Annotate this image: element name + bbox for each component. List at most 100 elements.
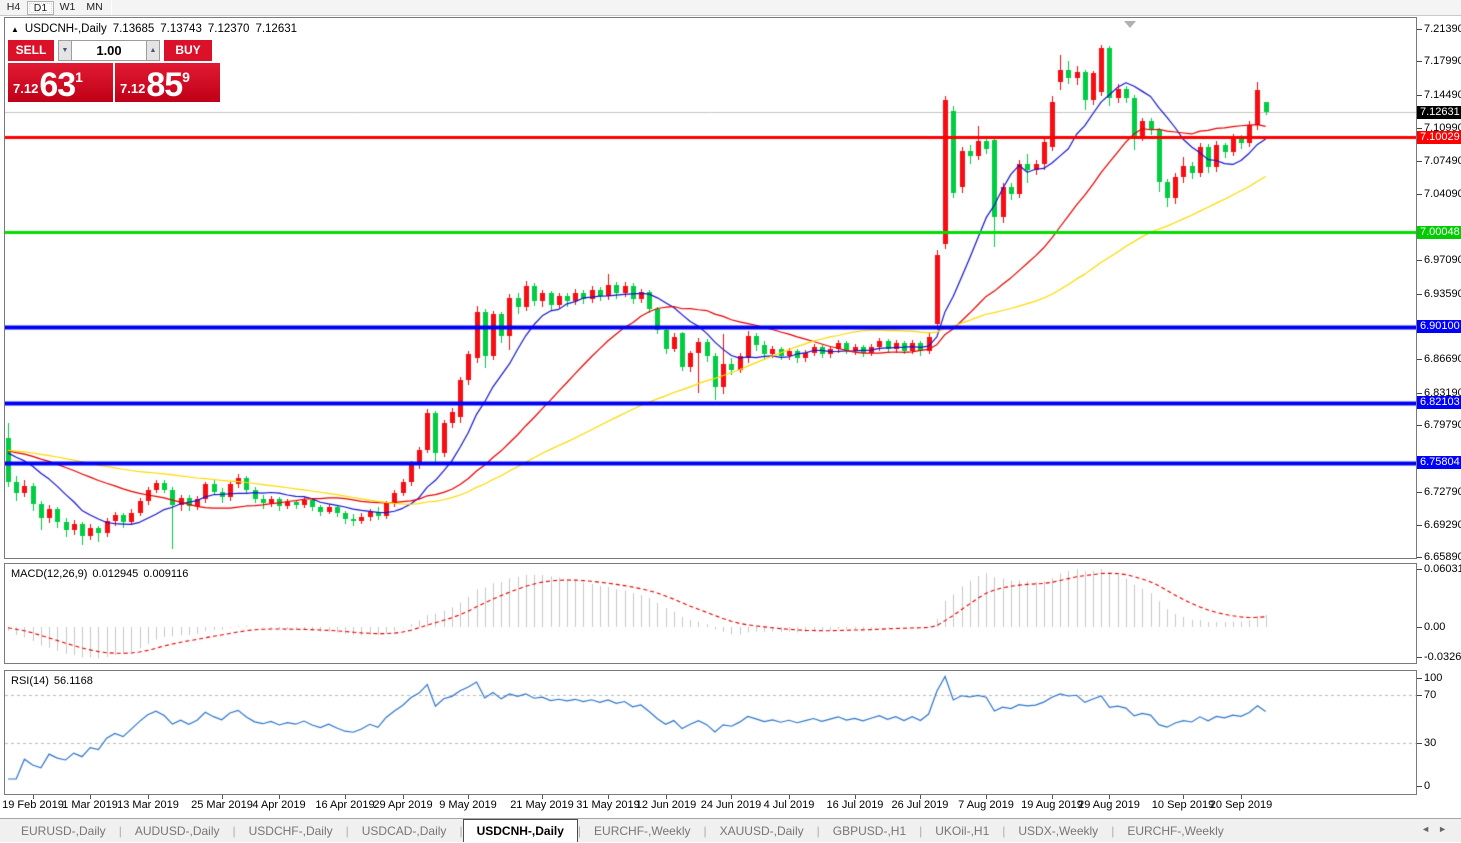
buy-price-sup: 9 xyxy=(182,69,190,85)
tabs-scroll-right-icon[interactable]: ► xyxy=(1438,824,1447,834)
price-badge: 7.10029 xyxy=(1417,131,1461,144)
rsi-canvas[interactable] xyxy=(5,671,1416,794)
price-tick-mark xyxy=(1417,29,1422,30)
price-tick-mark xyxy=(1417,393,1422,394)
tab-separator: | xyxy=(703,824,707,838)
tab-separator: | xyxy=(816,824,820,838)
date-tick-mark xyxy=(1109,795,1110,799)
price-tick-mark xyxy=(1417,61,1422,62)
chart-tab-eurchf-weekly[interactable]: EURCHF-,Weekly xyxy=(594,824,691,838)
price-chart-canvas[interactable] xyxy=(5,18,1416,558)
chart-tab-gbpusd-h1[interactable]: GBPUSD-,H1 xyxy=(832,824,907,838)
rsi-panel: RSI(14) 56.1168 xyxy=(4,670,1417,795)
date-tick-mark xyxy=(468,795,469,799)
price-tick-mark xyxy=(1417,359,1422,360)
timeframe-button-mn[interactable]: MN xyxy=(86,0,103,13)
chart-tab-ukoil-h1[interactable]: UKOil-,H1 xyxy=(935,824,990,838)
tabs-scroll-left-icon[interactable]: ◄ xyxy=(1421,824,1430,834)
tab-separator: | xyxy=(232,824,236,838)
macd-label: MACD(12,26,9) 0.012945 0.009116 xyxy=(11,568,193,580)
price-tick-label: 6.86690 xyxy=(1424,353,1461,365)
macd-name: MACD(12,26,9) xyxy=(11,568,88,580)
price-tick-label: 6.97090 xyxy=(1424,254,1461,266)
date-tick-mark xyxy=(33,795,34,799)
date-tick-mark xyxy=(222,795,223,799)
rsi-tick-mark xyxy=(1417,743,1422,744)
price-badge: 6.90100 xyxy=(1417,320,1461,333)
price-badge: 6.75804 xyxy=(1417,456,1461,469)
chart-tab-xauusd-daily[interactable]: XAUUSD-,Daily xyxy=(719,824,804,838)
buy-price-display[interactable]: 7.12 85 9 xyxy=(115,63,220,102)
date-tick-mark xyxy=(1241,795,1242,799)
chart-tab-usdchf-daily[interactable]: USDCHF-,Daily xyxy=(248,824,333,838)
macd-canvas[interactable] xyxy=(5,564,1416,663)
price-tick-mark xyxy=(1417,95,1422,96)
tab-separator: | xyxy=(459,824,463,838)
chart-shift-marker-icon xyxy=(1124,21,1136,28)
buy-button[interactable]: BUY xyxy=(164,40,212,61)
macd-tick-mark xyxy=(1417,627,1422,628)
price-tick-label: 6.72790 xyxy=(1424,486,1461,498)
tab-separator: | xyxy=(118,824,122,838)
date-tick-mark xyxy=(1052,795,1053,799)
timeframe-button-h4[interactable]: H4 xyxy=(6,0,21,13)
quote-high: 7.13743 xyxy=(160,23,202,35)
sell-price-sup: 1 xyxy=(75,69,83,85)
date-label: 26 Jul 2019 xyxy=(891,799,949,811)
timeframe-button-d1[interactable]: D1 xyxy=(27,0,54,15)
price-axis[interactable]: 7.21390 7.17990 7.14490 7.10990 7.07490 7.040… xyxy=(1417,17,1461,563)
date-tick-mark xyxy=(920,795,921,799)
main-chart-panel: ▲ USDCNH-,Daily 7.13685 7.13743 7.12370 … xyxy=(4,17,1417,559)
price-tick-label: 7.21390 xyxy=(1424,23,1461,35)
quote-open: 7.13685 xyxy=(112,23,155,35)
price-tick-label: 7.17990 xyxy=(1424,55,1461,67)
price-tick-mark xyxy=(1417,194,1422,195)
price-tick-mark xyxy=(1417,557,1422,558)
tab-separator: | xyxy=(577,824,582,838)
chart-tab-usdcad-daily[interactable]: USDCAD-,Daily xyxy=(361,824,447,838)
date-tick-mark xyxy=(279,795,280,799)
chart-tab-usdx-weekly[interactable]: USDX-,Weekly xyxy=(1018,824,1099,838)
price-tick-label: 6.79790 xyxy=(1424,419,1461,431)
chart-tab-usdcnh-daily[interactable]: USDCNH-,Daily xyxy=(462,819,578,842)
price-tick-mark xyxy=(1417,128,1422,129)
symbol-title: USDCNH-,Daily xyxy=(24,23,107,35)
rsi-label: RSI(14) 56.1168 xyxy=(11,675,98,687)
volume-up-icon[interactable]: ▲ xyxy=(146,40,160,61)
rsi-axis[interactable]: 100 70 30 0 xyxy=(1417,670,1461,795)
date-label: 7 Aug 2019 xyxy=(958,799,1014,811)
chart-quote-line: ▲ USDCNH-,Daily 7.13685 7.13743 7.12370 … xyxy=(11,23,297,35)
date-tick-mark xyxy=(789,795,790,799)
price-tick-mark xyxy=(1417,525,1422,526)
sell-price-display[interactable]: 7.12 63 1 xyxy=(8,63,113,102)
quote-low: 7.12370 xyxy=(207,23,250,35)
date-label: 19 Feb 2019 xyxy=(2,799,64,811)
volume-input[interactable]: 1.00 xyxy=(72,40,146,61)
buy-price-big: 85 xyxy=(146,66,183,104)
chart-tab-eurusd-daily[interactable]: EURUSD-,Daily xyxy=(21,824,106,838)
timeframe-button-w1[interactable]: W1 xyxy=(59,0,76,13)
date-tick-mark xyxy=(345,795,346,799)
date-tick-mark xyxy=(986,795,987,799)
volume-down-icon[interactable]: ▼ xyxy=(58,40,72,61)
tab-separator: | xyxy=(1111,824,1115,838)
price-tick-label: 7.07490 xyxy=(1424,155,1461,167)
chart-tab-eurchf-weekly[interactable]: EURCHF-,Weekly xyxy=(1127,824,1224,838)
collapse-arrow-icon: ▲ xyxy=(11,24,19,34)
macd-tick-label: 0.060317 xyxy=(1424,563,1461,575)
rsi-tick-label: 0 xyxy=(1424,780,1431,792)
macd-tick-label: -0.032648 xyxy=(1424,651,1461,663)
sell-price-prefix: 7.12 xyxy=(13,81,39,96)
chart-tab-audusd-daily[interactable]: AUDUSD-,Daily xyxy=(134,824,220,838)
macd-axis[interactable]: 0.060317 0.00 -0.032648 xyxy=(1417,563,1461,664)
price-badge: 6.82103 xyxy=(1417,396,1461,409)
rsi-value: 56.1168 xyxy=(53,675,93,687)
sell-button[interactable]: SELL xyxy=(8,40,54,61)
price-tick-label: 7.14490 xyxy=(1424,89,1461,101)
price-tick-label: 6.69290 xyxy=(1424,519,1461,531)
time-axis[interactable]: 19 Feb 2019 1 Mar 2019 13 Mar 2019 25 Mar 2… xyxy=(2,795,1417,817)
date-label: 1 Mar 2019 xyxy=(62,799,118,811)
date-tick-mark xyxy=(666,795,667,799)
macd-tick-mark xyxy=(1417,657,1422,658)
